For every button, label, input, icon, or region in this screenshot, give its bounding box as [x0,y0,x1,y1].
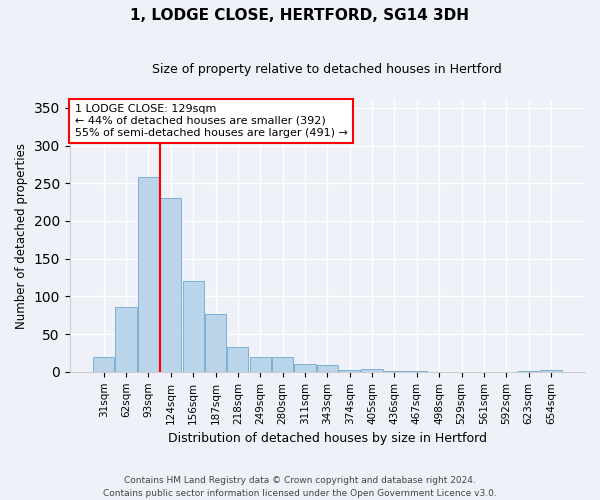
Y-axis label: Number of detached properties: Number of detached properties [15,143,28,329]
Bar [250,356,271,372]
Bar [541,370,562,372]
Bar [518,371,539,372]
Bar [138,177,159,372]
Text: 1, LODGE CLOSE, HERTFORD, SG14 3DH: 1, LODGE CLOSE, HERTFORD, SG14 3DH [131,8,470,22]
Bar [160,198,181,372]
Bar [227,347,248,372]
Bar [115,307,137,372]
Bar [272,356,293,372]
Bar [361,369,383,372]
Bar [182,280,204,372]
Bar [317,365,338,372]
Bar [339,370,361,372]
Bar [384,371,405,372]
Bar [295,364,316,372]
Bar [406,371,427,372]
Text: 1 LODGE CLOSE: 129sqm
← 44% of detached houses are smaller (392)
55% of semi-det: 1 LODGE CLOSE: 129sqm ← 44% of detached … [75,104,347,138]
Text: Contains HM Land Registry data © Crown copyright and database right 2024.
Contai: Contains HM Land Registry data © Crown c… [103,476,497,498]
Bar [93,358,115,372]
X-axis label: Distribution of detached houses by size in Hertford: Distribution of detached houses by size … [168,432,487,445]
Bar [205,314,226,372]
Title: Size of property relative to detached houses in Hertford: Size of property relative to detached ho… [152,62,502,76]
